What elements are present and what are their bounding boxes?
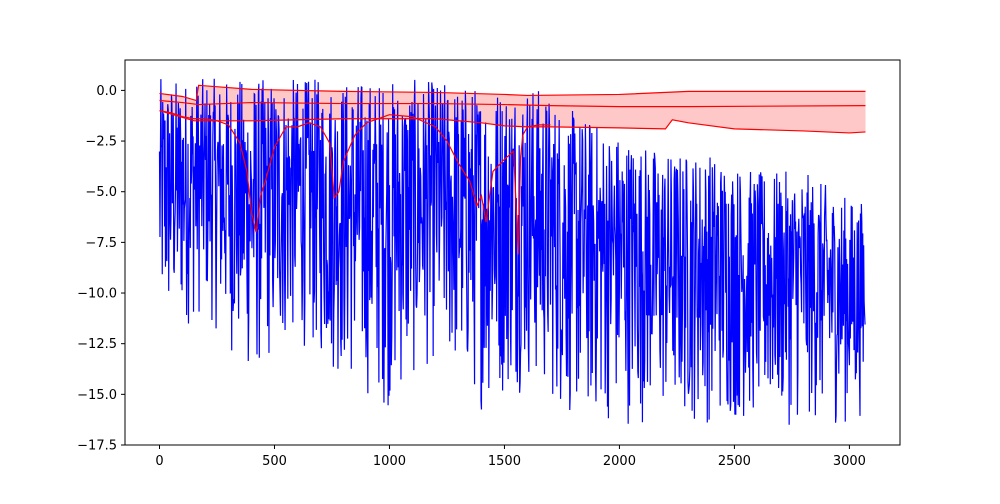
y-tick-label: −7.5 [85,236,117,251]
y-tick-label: −17.5 [77,439,117,454]
series-average-line [159,110,551,255]
band-layer [159,85,866,133]
x-tick-label: 0 [155,454,163,469]
x-tick-label: 2000 [603,454,636,469]
x-tick-label: 1000 [373,454,406,469]
x-axis-ticks: 0 500 1000 1500 2000 2500 3000 [155,445,866,469]
noisy-series-layer [158,78,866,425]
y-tick-label: −5.0 [85,185,117,200]
x-tick-label: 3000 [833,454,866,469]
band-lower-line [159,110,866,134]
band-middle-line [159,99,866,108]
red-series-layer [159,84,866,255]
plot-frame [124,59,901,446]
x-tick-label: 1500 [488,454,521,469]
band-upper-line [159,84,866,102]
y-tick-label: −12.5 [77,337,117,352]
y-tick-label: −2.5 [85,135,117,150]
x-tick-label: 500 [262,454,287,469]
y-axis-ticks: 0.0 −2.5 −5.0 −7.5 −10.0 −12.5 −15.0 −17.5 [77,84,125,454]
y-tick-label: 0.0 [96,84,117,99]
y-tick-label: −10.0 [77,287,117,302]
x-tick-label: 2500 [718,454,751,469]
y-tick-label: −15.0 [77,388,117,403]
band-fill [159,85,866,133]
series-noisy-line [158,78,866,425]
